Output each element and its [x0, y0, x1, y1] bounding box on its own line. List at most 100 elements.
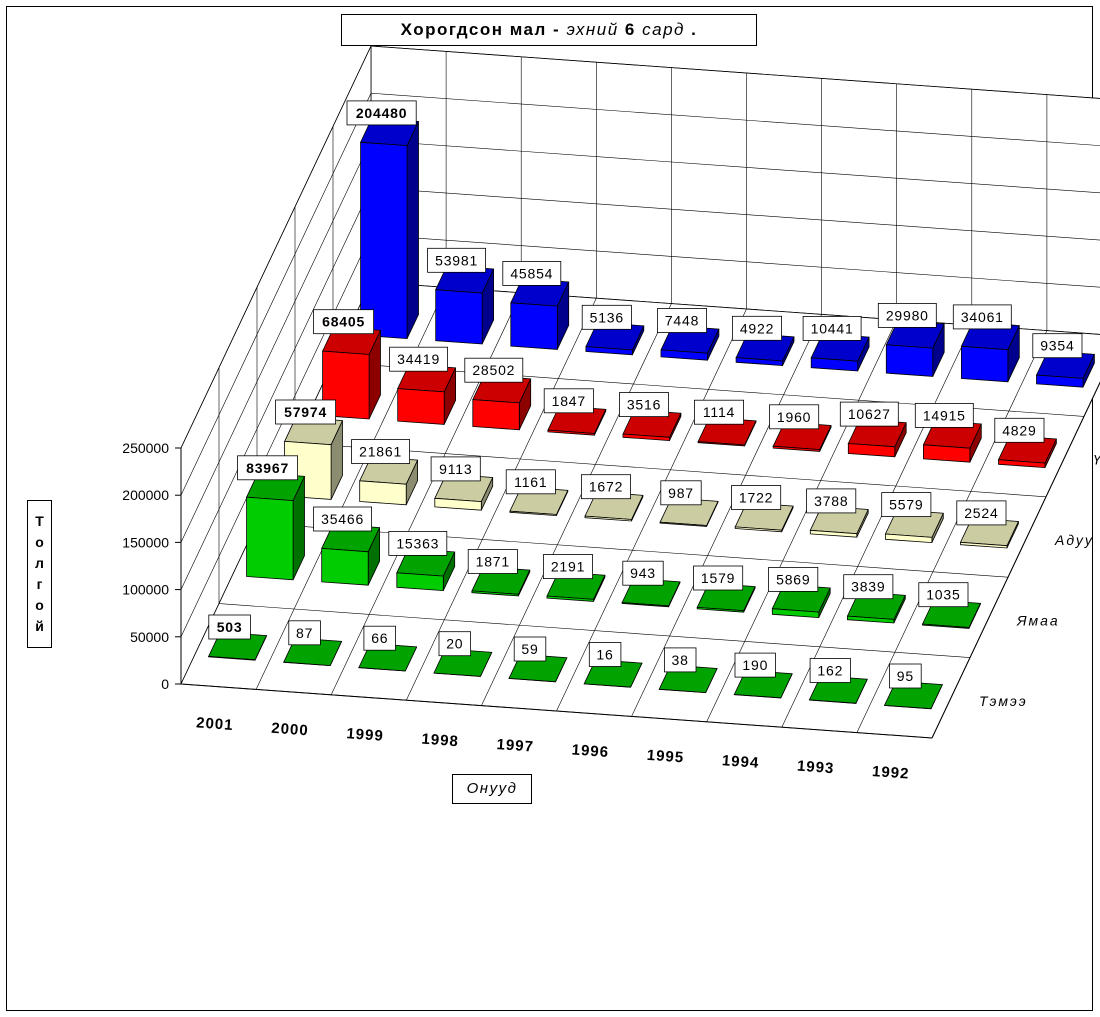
bar-адуу-1998: [509, 510, 557, 517]
y-tick-label: 0: [161, 676, 169, 692]
data-label: 1960: [777, 409, 811, 425]
data-label-box: [1032, 333, 1083, 359]
data-label: 3516: [627, 397, 661, 413]
data-label-box: [351, 439, 411, 464]
data-label-box: [237, 455, 299, 481]
data-label: 204480: [356, 105, 408, 121]
floor-grid-line: [481, 303, 672, 706]
data-label-box: [389, 346, 449, 372]
bar-хонь-1995: [810, 357, 859, 372]
data-label: 57974: [284, 404, 327, 420]
bar-ямаа-2001: [246, 496, 294, 581]
bar-тэмээ-2001: [208, 655, 256, 661]
data-label: 53981: [435, 252, 478, 268]
title-part-3: 6: [624, 20, 636, 39]
data-label-box: [543, 554, 594, 579]
data-label: 20: [446, 636, 463, 652]
data-label-box: [769, 404, 820, 430]
bar-адуу-1993: [885, 533, 933, 544]
bar-хонь-2001: [360, 141, 408, 340]
floor-grid-line: [856, 330, 1048, 733]
data-label: 15363: [396, 535, 439, 551]
data-label: 45854: [510, 265, 553, 281]
data-label: 1579: [701, 570, 735, 586]
data-label-box: [809, 658, 851, 683]
y-axis-title-letter: Т: [35, 513, 44, 529]
x-axis-title: Онууд: [452, 774, 532, 804]
bar-тэмээ-1998: [433, 672, 481, 677]
bar-адуу-1999: [434, 497, 482, 511]
data-label-box: [994, 417, 1045, 443]
bar-адуу-2000: [359, 480, 407, 506]
bar-үхэр-1993: [923, 444, 971, 463]
bar-тэмээ-1993: [809, 699, 857, 704]
data-label-box: [956, 500, 1007, 526]
data-label-box: [657, 308, 708, 333]
data-label-box: [427, 247, 487, 273]
bar-үхэр-1997: [622, 433, 670, 442]
bar-тэмээ-1996: [584, 683, 631, 688]
x-tick-label: 1992: [872, 763, 910, 783]
title-part-2: эхний: [566, 20, 619, 39]
bar-үхэр-2000: [397, 388, 445, 425]
data-label-box: [346, 100, 417, 126]
data-label: 59: [521, 641, 538, 657]
bar-хонь-1998: [585, 346, 633, 356]
bar-тэмээ-1995: [659, 688, 706, 693]
data-label: 34061: [961, 309, 1004, 325]
data-label-box: [914, 402, 974, 428]
data-label: 3788: [814, 493, 848, 509]
series-label: Үхэр: [1093, 452, 1100, 468]
data-label: 4829: [1002, 422, 1036, 438]
floor-grid-line: [218, 603, 971, 658]
bar-хонь-1999: [510, 302, 558, 350]
data-label-box: [313, 309, 375, 335]
bar-хонь-1992: [1036, 374, 1084, 388]
y-axis-title-letter: л: [35, 555, 44, 571]
bar-ямаа-2000: [321, 547, 369, 586]
bar-ямаа-1993: [847, 615, 895, 624]
data-label-box: [664, 647, 697, 673]
data-label: 1035: [926, 587, 960, 603]
bar-адуу-1997: [584, 515, 632, 522]
data-label: 5579: [889, 497, 923, 513]
series-label: Тэмээ: [979, 693, 1028, 709]
data-label-box: [734, 652, 776, 678]
data-label: 9354: [1040, 338, 1074, 354]
data-label-box: [581, 304, 632, 330]
bar-тэмээ-2000: [283, 661, 331, 666]
data-label: 1114: [703, 404, 735, 420]
data-label: 68405: [322, 314, 365, 330]
data-label: 21861: [359, 444, 402, 460]
data-label-box: [806, 488, 857, 514]
y-tick-label: 250000: [122, 440, 169, 456]
data-label: 10627: [848, 406, 891, 422]
data-label: 503: [217, 619, 243, 635]
data-label: 4922: [740, 320, 774, 336]
data-label-box: [918, 582, 969, 608]
bar-үхэр-1996: [697, 441, 745, 447]
x-tick-label: 1995: [646, 747, 684, 767]
data-label-box: [881, 492, 932, 518]
data-label: 28502: [472, 362, 515, 378]
data-label-box: [313, 506, 373, 532]
bar-ямаа-1997: [546, 595, 594, 602]
data-label-box: [889, 663, 922, 689]
x-tick-label: 1999: [346, 725, 384, 745]
data-label: 5869: [776, 571, 810, 587]
gridline-value: [180, 45, 1100, 449]
data-label-box: [588, 642, 622, 667]
bar-ямаа-1996: [621, 602, 669, 608]
bar-үхэр-1992: [998, 459, 1046, 469]
chart-title: Хорогдсон мал - эхний 6 сард .: [341, 14, 757, 46]
x-tick-label: 1997: [496, 736, 534, 756]
y-axis-title-letter: г: [36, 576, 43, 592]
y-tick-label: 100000: [122, 582, 169, 598]
data-label: 16: [596, 647, 613, 663]
data-label: 10441: [811, 320, 854, 336]
data-label-box: [543, 388, 594, 414]
data-label: 3839: [851, 579, 885, 595]
bar-тэмээ-1992: [884, 704, 932, 710]
data-label-box: [732, 315, 783, 341]
data-label-box: [581, 474, 632, 500]
